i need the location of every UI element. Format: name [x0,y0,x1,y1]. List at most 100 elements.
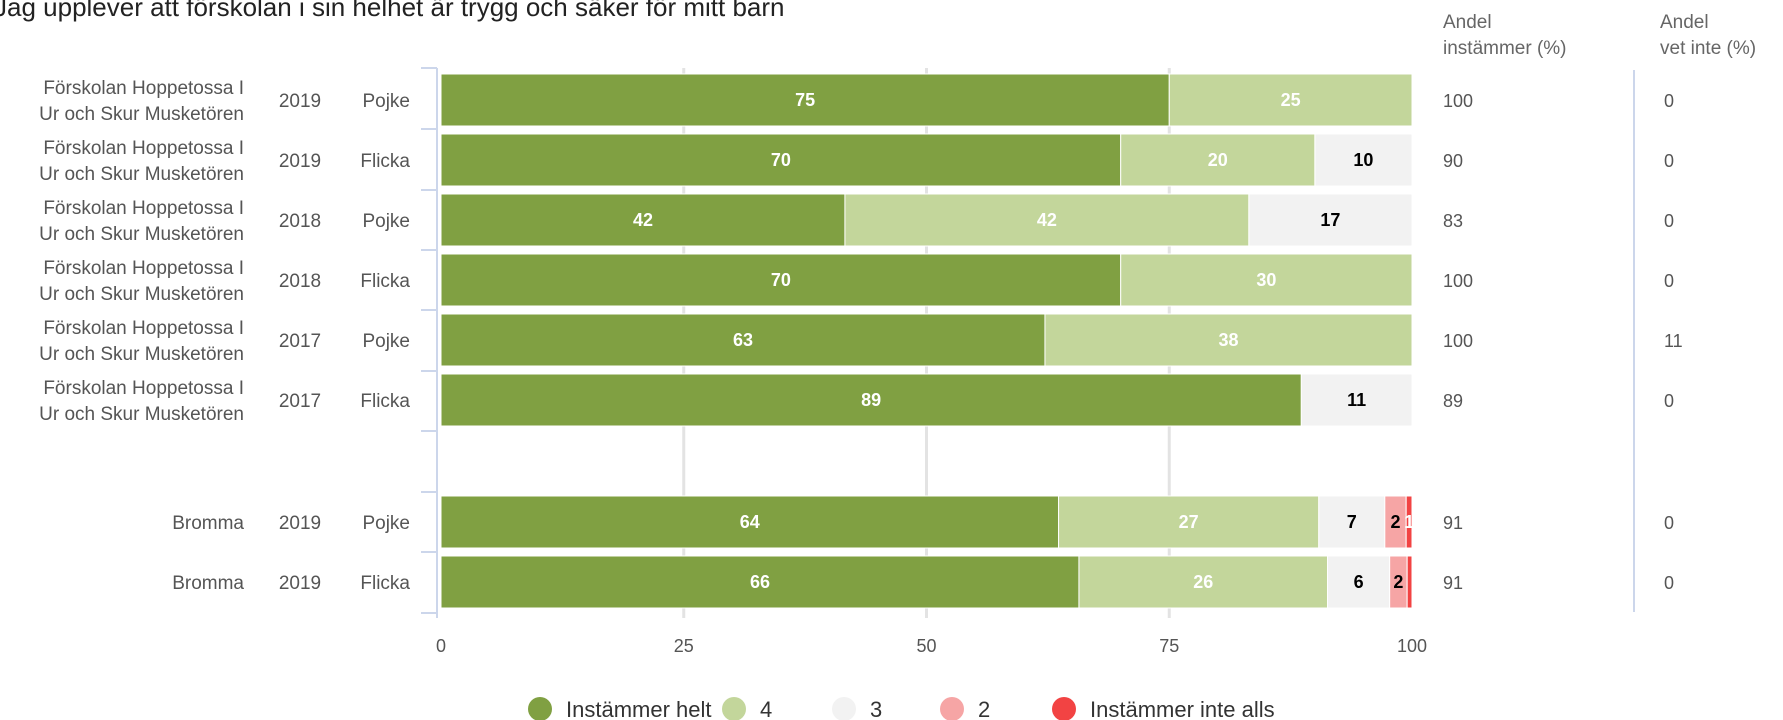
row-unit-4-line2: Ur och Skur Musketören [39,284,244,305]
bar-row5-series2 [1044,313,1413,367]
data-label-row7-series5: 1 [1404,512,1414,532]
legend-marker-3 [832,697,856,720]
data-label-row8-series3: 6 [1354,572,1364,592]
instammer-value-5: 100 [1443,331,1473,351]
legend: Instämmer helt 4 3 2 Instämmer inte alls [528,697,1275,720]
legend-marker-4 [940,697,964,720]
data-label-row7-series2: 27 [1179,512,1199,532]
data-label-row3-series2: 42 [1037,210,1057,230]
row-unit-6-line1: Förskolan Hoppetossa I [43,378,244,399]
legend-marker-1 [528,697,552,720]
legend-label-3: 3 [870,697,882,720]
row-gender-6: Flicka [360,391,410,412]
vet-inte-value-4: 0 [1664,271,1674,291]
data-label-row2-series1: 70 [771,150,791,170]
bar-row2-series1 [440,133,1122,187]
data-label-row7-series1: 64 [740,512,760,532]
bar-row8-series1 [440,555,1080,609]
vet-inte-value-8: 0 [1664,573,1674,593]
column-header-vet-inte-2: vet inte (%) [1660,38,1756,59]
bar-row4-series1 [440,253,1122,307]
data-label-row1-series2: 25 [1281,90,1301,110]
bar-row4-series2 [1120,253,1413,307]
data-label-row6-series1: 89 [861,390,881,410]
bar-row3-series1 [440,193,846,247]
bar-row8-series2 [1078,555,1329,609]
data-label-row1-series1: 75 [795,90,815,110]
column-header-vet-inte-1: Andel [1660,12,1709,33]
data-label-row7-series4: 2 [1390,512,1400,532]
legend-label-2: 4 [760,697,772,720]
legend-label-1: Instämmer helt [566,697,712,720]
bar-row6-series1 [440,373,1302,427]
data-label-row3-series3: 17 [1320,210,1340,230]
x-tick-label-100: 100 [1397,636,1427,656]
row-unit-4-line1: Förskolan Hoppetossa I [43,258,244,279]
row-unit-6-line2: Ur och Skur Musketören [39,404,244,425]
data-label-row8-series2: 26 [1193,572,1213,592]
row-year-5: 2017 [279,331,321,352]
row-year-2: 2019 [279,151,321,172]
instammer-value-6: 89 [1443,391,1463,411]
row-gender-1: Pojke [362,91,410,112]
data-label-row2-series3: 10 [1353,150,1373,170]
row-unit-2-line2: Ur och Skur Musketören [39,164,244,185]
bar-row2-series2 [1120,133,1316,187]
row-unit-1-line1: Förskolan Hoppetossa I [43,78,244,99]
row-year-1: 2019 [279,91,321,112]
data-label-row5-series2: 38 [1218,330,1238,350]
data-label-row3-series1: 42 [633,210,653,230]
legend-marker-5 [1052,697,1076,720]
percent-columns: 100 0 90 0 83 0 100 0 100 11 89 0 91 0 91 0 [1443,91,1683,593]
instammer-value-8: 91 [1443,573,1463,593]
chart-title: Jag upplever att förskolan i sin helhet … [0,0,785,22]
row-unit-3-line2: Ur och Skur Musketören [39,224,244,245]
row-year-4: 2018 [279,271,321,292]
x-tick-label-25: 25 [674,636,694,656]
x-tick-label-50: 50 [916,636,936,656]
bar-row7-series2 [1058,495,1320,549]
row-unit-3-line1: Förskolan Hoppetossa I [43,198,244,219]
row-labels: Förskolan Hoppetossa I Ur och Skur Musket… [39,78,410,594]
legend-label-5: Instämmer inte alls [1090,697,1275,720]
x-tick-label-0: 0 [436,636,446,656]
bar-row3-series3 [1248,193,1413,247]
row-gender-5: Pojke [362,331,410,352]
row-gender-3: Pojke [362,211,410,232]
data-label-row6-series3: 11 [1347,390,1366,410]
instammer-value-3: 83 [1443,211,1463,231]
vet-inte-value-2: 0 [1664,151,1674,171]
row-unit-5-line2: Ur och Skur Musketören [39,344,244,365]
bar-row5-series1 [440,313,1046,367]
bar-row7-series5 [1405,495,1413,549]
data-label-row2-series2: 20 [1208,150,1228,170]
vet-inte-value-1: 0 [1664,91,1674,111]
row-unit-7: Bromma [172,513,244,534]
row-gender-2: Flicka [360,151,410,172]
x-tick-label-75: 75 [1159,636,1179,656]
row-gender-4: Flicka [360,271,410,292]
row-year-8: 2019 [279,573,321,594]
column-headers: Andel instämmer (%) Andel vet inte (%) [1443,12,1756,612]
bar-row1-series2 [1168,73,1413,127]
data-label-row8-series4: 2 [1393,572,1403,592]
legend-marker-2 [722,697,746,720]
vet-inte-value-5: 11 [1664,331,1683,351]
row-gender-8: Flicka [360,573,410,594]
legend-label-4: 2 [978,697,990,720]
row-unit-2-line1: Förskolan Hoppetossa I [43,138,244,159]
row-gender-7: Pojke [362,513,410,534]
bar-row6-series3 [1300,373,1413,427]
bar-row8-series3 [1327,555,1391,609]
data-label-row7-series3: 7 [1347,512,1357,532]
row-unit-8: Bromma [172,573,244,594]
bar-row2-series3 [1314,133,1413,187]
row-year-6: 2017 [279,391,321,412]
x-axis: 0 25 50 75 100 [421,67,1427,656]
bar-row1-series1 [440,73,1170,127]
row-unit-5-line1: Förskolan Hoppetossa I [43,318,244,339]
vet-inte-value-7: 0 [1664,513,1674,533]
instammer-value-4: 100 [1443,271,1473,291]
